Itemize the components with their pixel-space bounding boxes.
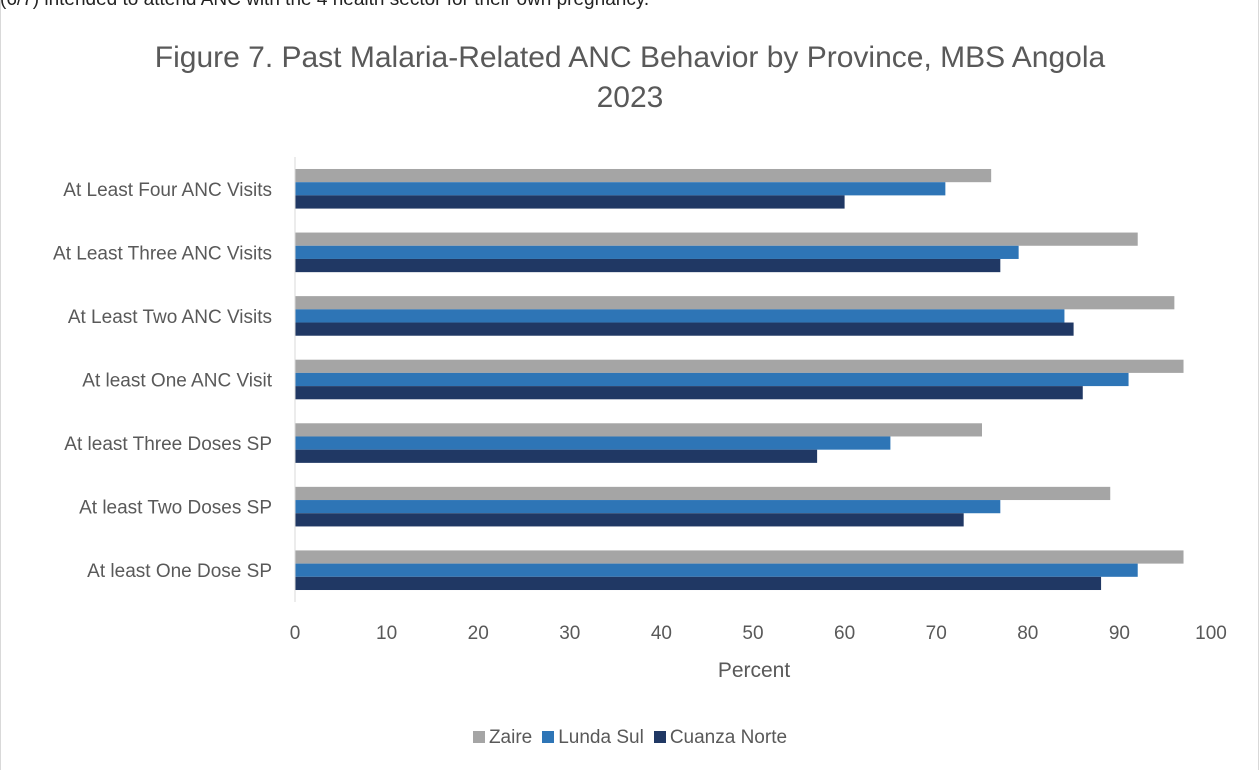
legend-swatch — [472, 731, 485, 743]
chart-title: Figure 7. Past Malaria-Related ANC Behav… — [154, 41, 1106, 114]
category-label: At least Two Doses SP — [79, 498, 272, 519]
bar-lunda-sul-0 — [295, 182, 946, 196]
bar-cuanza-norte-1 — [295, 258, 1001, 273]
bar-zaire-5 — [295, 486, 1111, 501]
legend-item: Lunda Sul — [542, 727, 644, 749]
x-tick-label: 30 — [559, 623, 580, 644]
x-tick-label: 70 — [926, 623, 947, 644]
category-label: At least One Dose SP — [87, 561, 272, 582]
x-tick-label: 100 — [1195, 623, 1227, 644]
bar-zaire-0 — [295, 168, 992, 183]
bar-lunda-sul-4 — [295, 436, 891, 450]
bar-cuanza-norte-2 — [295, 322, 1074, 336]
bar-lunda-sul-5 — [295, 500, 1001, 514]
legend-swatch — [542, 731, 555, 743]
top-text-snippet: (6/7) intended to attend ANC with the 4 … — [0, 0, 649, 11]
bar-cuanza-norte-5 — [295, 513, 964, 527]
category-label: At Least Four ANC Visits — [63, 180, 272, 201]
bar-lunda-sul-3 — [295, 372, 1129, 387]
bar-lunda-sul-6 — [295, 563, 1138, 577]
legend-label: Zaire — [488, 727, 533, 748]
x-tick-label: 60 — [834, 623, 855, 644]
bar-zaire-1 — [295, 232, 1138, 246]
bar-zaire-2 — [295, 296, 1175, 310]
category-label: At Least Three ANC Visits — [53, 243, 272, 264]
x-axis-title: Percent — [718, 659, 791, 682]
x-tick-label: 10 — [376, 623, 397, 644]
bar-lunda-sul-2 — [295, 309, 1065, 323]
x-tick-label: 80 — [1017, 623, 1038, 644]
legend-item: Cuanza Norte — [653, 727, 788, 749]
bar-cuanza-norte-3 — [295, 386, 1083, 400]
legend-label: Lunda Sul — [558, 727, 644, 748]
category-labels: At Least Four ANC Visits At Least Three A… — [53, 180, 273, 582]
x-tick-label: 20 — [468, 623, 489, 644]
bar-zaire-6 — [295, 550, 1184, 564]
bar-cuanza-norte-6 — [295, 576, 1102, 591]
bar-zaire-4 — [295, 423, 982, 437]
bars-layer — [295, 168, 1184, 591]
bar-zaire-3 — [295, 359, 1184, 373]
x-tick-label: 90 — [1109, 623, 1130, 644]
category-label: At least One ANC Visit — [82, 371, 272, 392]
legend: Zaire Lunda Sul Cuanza Norte — [0, 727, 1260, 749]
category-label: At least Three Doses SP — [64, 434, 272, 455]
legend-swatch — [653, 731, 666, 743]
legend-label: Cuanza Norte — [669, 727, 788, 748]
bar-cuanza-norte-0 — [295, 195, 845, 209]
legend-item: Zaire — [472, 727, 533, 749]
x-tick-label: 50 — [742, 623, 763, 644]
bar-lunda-sul-1 — [295, 245, 1019, 259]
x-tick-labels: 0 10 20 30 40 50 60 70 80 90 100 — [290, 623, 1227, 644]
category-label: At Least Two ANC Visits — [68, 307, 272, 328]
x-tick-label: 0 — [290, 623, 301, 644]
bar-cuanza-norte-4 — [295, 449, 818, 463]
x-tick-label: 40 — [651, 623, 672, 644]
